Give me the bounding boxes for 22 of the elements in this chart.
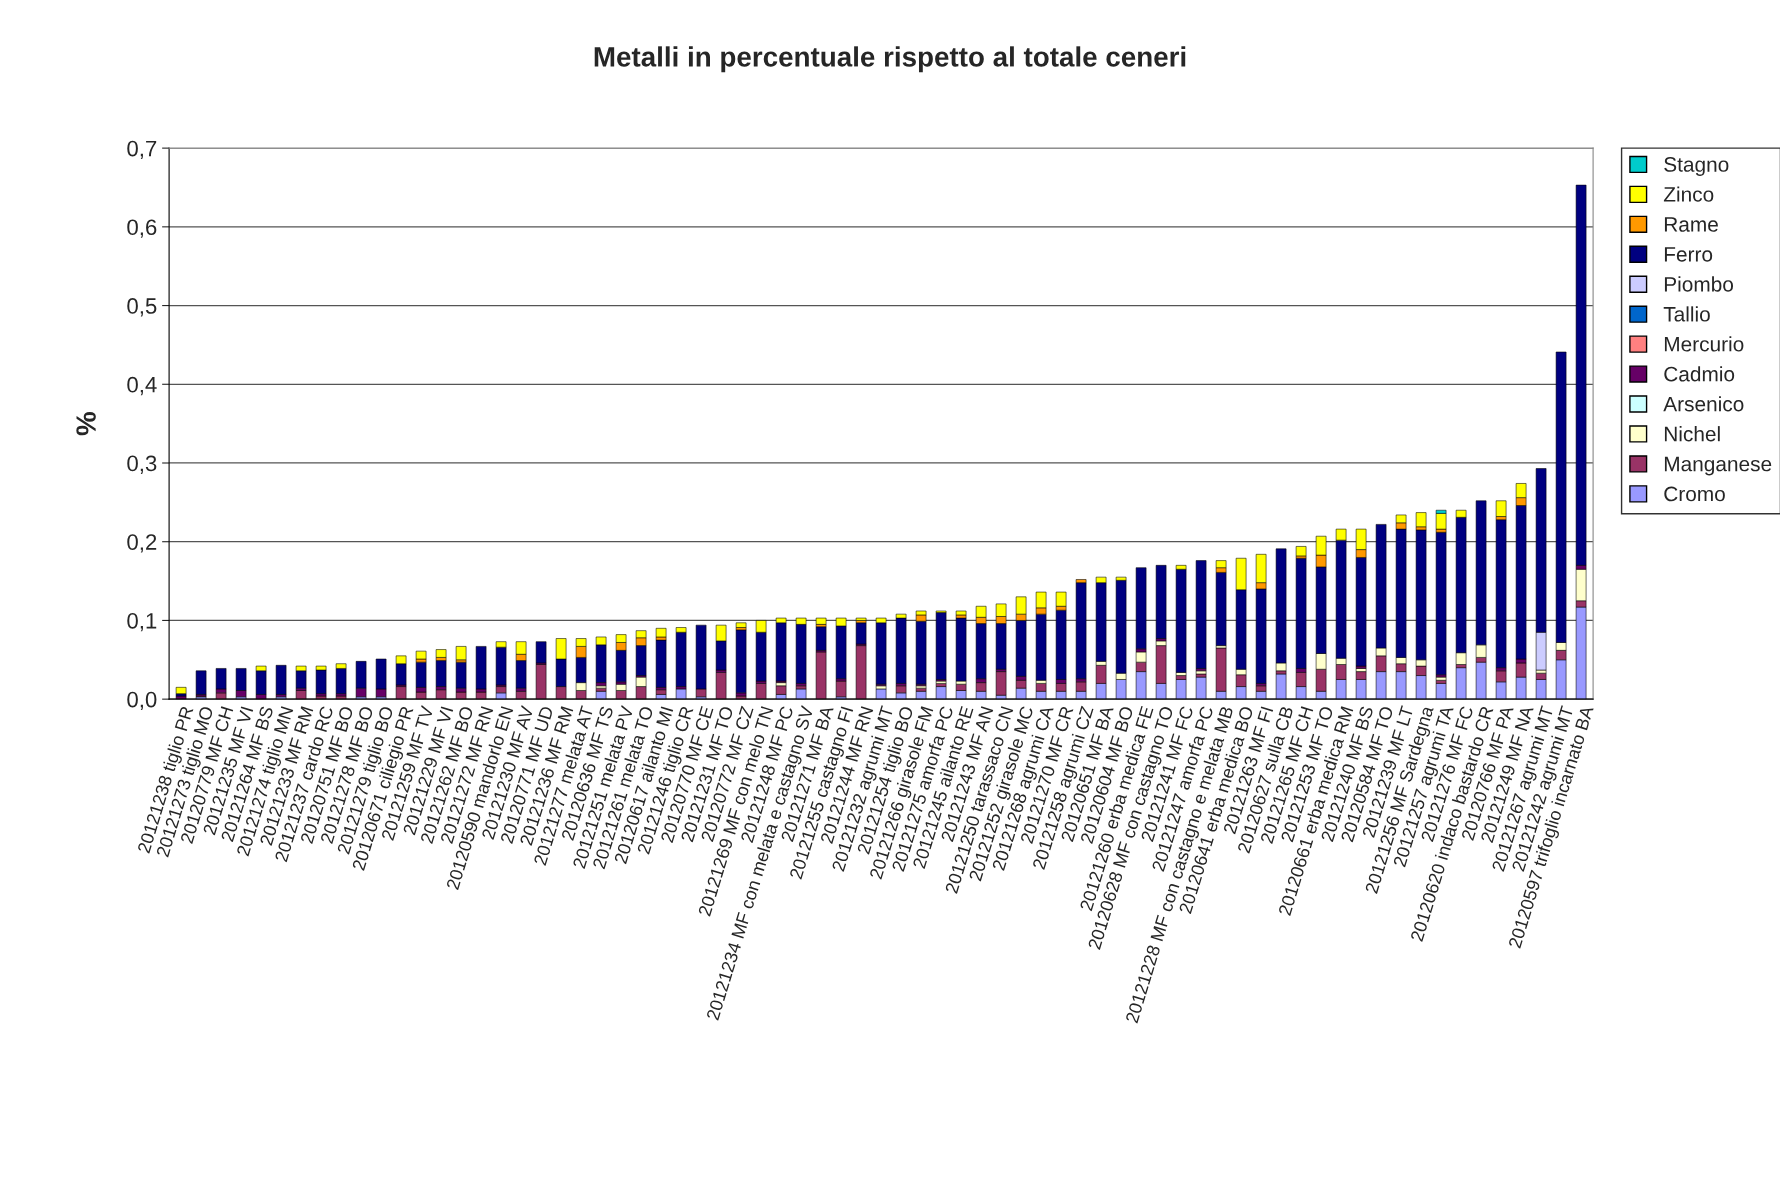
y-tick-label: 0,6 bbox=[127, 219, 157, 238]
y-tick-label: 0,2 bbox=[127, 534, 157, 553]
legend-label: Ferro bbox=[1664, 247, 1713, 262]
legend-label: Rame bbox=[1664, 217, 1718, 232]
legend-label: Manganese bbox=[1664, 456, 1772, 476]
y-tick-label: 0,5 bbox=[127, 298, 157, 317]
legend-label: Cromo bbox=[1664, 486, 1725, 502]
y-tick-label: 0,7 bbox=[127, 140, 157, 160]
legend-label: Arsenico bbox=[1663, 396, 1744, 412]
y-tick-label: 0,4 bbox=[127, 376, 157, 396]
y-tick-label: 0,0 bbox=[127, 691, 157, 711]
y-tick-label: 0,3 bbox=[127, 455, 157, 474]
legend-label: Piombo bbox=[1664, 276, 1734, 292]
legend-label: Tallio bbox=[1663, 306, 1710, 322]
legend-label: Nichel bbox=[1664, 426, 1720, 442]
legend-label: Zinco bbox=[1663, 186, 1714, 202]
y-tick-label: 0,1 bbox=[127, 612, 157, 632]
legend-label: Mercurio bbox=[1664, 336, 1744, 352]
chart-title: Metalli in percentuale rispetto al totale ceneri bbox=[594, 46, 1186, 73]
legend-label: Cadmio bbox=[1664, 366, 1735, 382]
legend-label: Stagno bbox=[1664, 157, 1729, 176]
y-axis-title: % bbox=[76, 412, 96, 436]
